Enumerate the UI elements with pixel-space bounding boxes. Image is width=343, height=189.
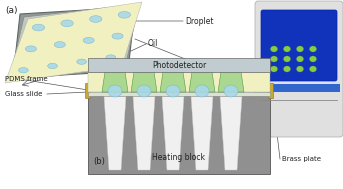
Text: (b): (b)	[93, 157, 105, 166]
Ellipse shape	[19, 68, 28, 73]
Text: Glass slide: Glass slide	[5, 91, 43, 97]
Polygon shape	[160, 72, 186, 92]
Polygon shape	[9, 4, 139, 81]
Ellipse shape	[195, 85, 209, 97]
Polygon shape	[5, 2, 142, 83]
Ellipse shape	[61, 20, 73, 27]
Ellipse shape	[284, 66, 291, 72]
Text: Oil: Oil	[148, 40, 158, 49]
Polygon shape	[13, 7, 135, 78]
Bar	[88, 72, 270, 92]
Ellipse shape	[112, 33, 123, 39]
Text: (a): (a)	[5, 6, 17, 15]
Ellipse shape	[108, 85, 122, 97]
Bar	[88, 58, 270, 72]
Ellipse shape	[271, 66, 277, 72]
Ellipse shape	[118, 12, 131, 18]
Text: PDMS frame: PDMS frame	[5, 76, 48, 82]
Ellipse shape	[137, 85, 151, 97]
Polygon shape	[102, 72, 128, 92]
Ellipse shape	[32, 24, 45, 31]
Ellipse shape	[224, 85, 238, 97]
Text: Droplet: Droplet	[185, 16, 213, 26]
Bar	[258, 84, 340, 92]
Ellipse shape	[77, 59, 86, 64]
Bar	[88, 96, 270, 174]
Ellipse shape	[25, 46, 36, 52]
Ellipse shape	[296, 46, 304, 52]
Ellipse shape	[309, 46, 317, 52]
Text: Heating block: Heating block	[153, 153, 205, 162]
Ellipse shape	[296, 66, 304, 72]
Ellipse shape	[296, 56, 304, 62]
Polygon shape	[133, 96, 155, 170]
Ellipse shape	[48, 63, 57, 69]
Polygon shape	[162, 96, 184, 170]
Bar	[88, 92, 270, 96]
Bar	[268, 83, 273, 98]
Ellipse shape	[284, 56, 291, 62]
Ellipse shape	[90, 16, 102, 22]
Polygon shape	[220, 96, 242, 170]
Polygon shape	[189, 72, 215, 92]
Ellipse shape	[166, 85, 180, 97]
Text: Brass plate: Brass plate	[282, 156, 321, 162]
Text: Photodetector: Photodetector	[152, 60, 206, 70]
FancyBboxPatch shape	[255, 1, 343, 137]
FancyBboxPatch shape	[261, 10, 337, 81]
Ellipse shape	[309, 66, 317, 72]
Ellipse shape	[83, 37, 94, 43]
Ellipse shape	[106, 55, 116, 60]
Polygon shape	[104, 96, 126, 170]
Ellipse shape	[271, 46, 277, 52]
Ellipse shape	[54, 42, 65, 48]
Ellipse shape	[309, 56, 317, 62]
Polygon shape	[191, 96, 213, 170]
Polygon shape	[131, 72, 157, 92]
Polygon shape	[218, 72, 244, 92]
Ellipse shape	[284, 46, 291, 52]
Ellipse shape	[271, 56, 277, 62]
Bar	[85, 83, 90, 98]
